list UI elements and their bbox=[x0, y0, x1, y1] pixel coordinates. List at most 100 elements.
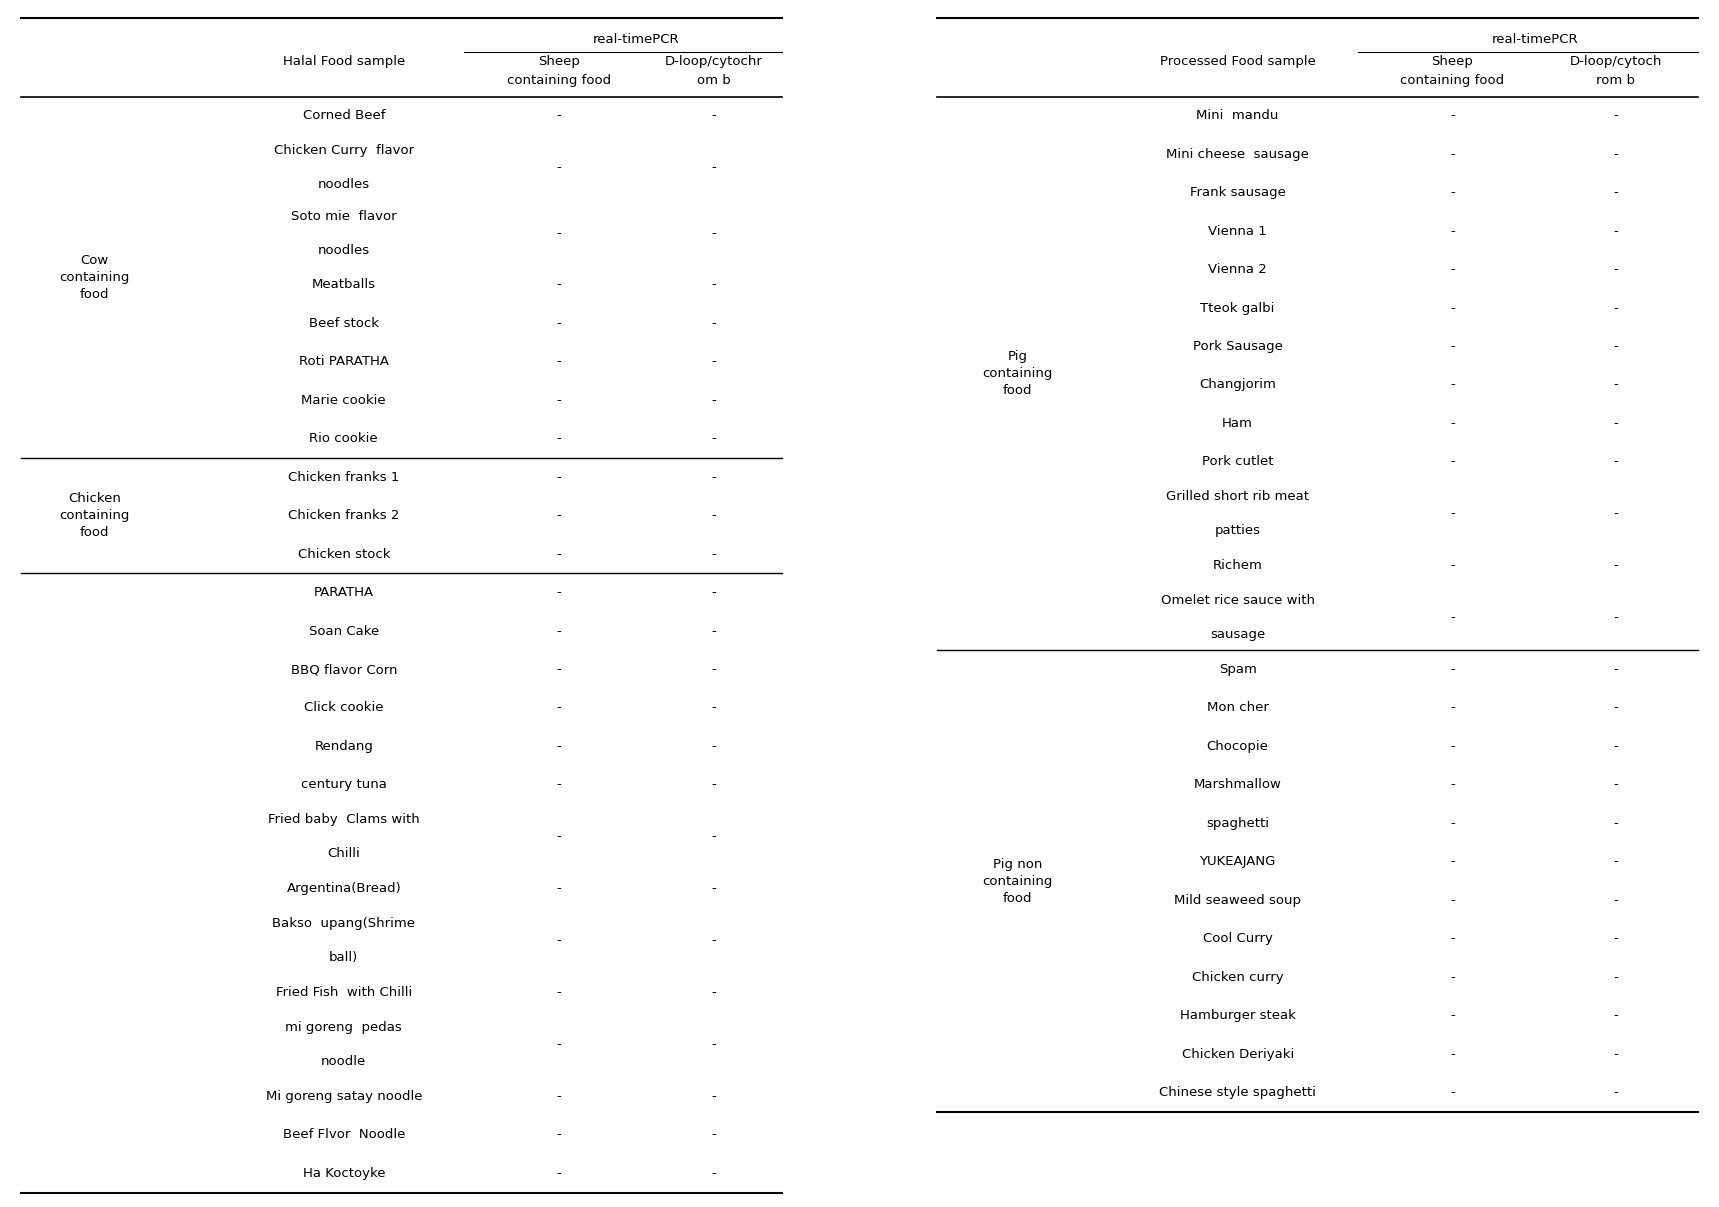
Text: -: - bbox=[557, 548, 560, 561]
Text: -: - bbox=[1451, 779, 1454, 792]
Text: Hamburger steak: Hamburger steak bbox=[1179, 1009, 1296, 1022]
Text: -: - bbox=[712, 1129, 715, 1142]
Text: -: - bbox=[712, 587, 715, 599]
Text: -: - bbox=[557, 934, 560, 947]
Text: ball): ball) bbox=[328, 951, 359, 964]
Text: Pig
containing
food: Pig containing food bbox=[983, 350, 1052, 397]
Text: -: - bbox=[1614, 970, 1618, 984]
Text: Ham: Ham bbox=[1222, 416, 1253, 430]
Text: -: - bbox=[557, 471, 560, 484]
Text: -: - bbox=[712, 471, 715, 484]
Text: Chicken Deriyaki: Chicken Deriyaki bbox=[1181, 1048, 1294, 1061]
Text: -: - bbox=[1614, 147, 1618, 161]
Text: -: - bbox=[1451, 559, 1454, 572]
Text: -: - bbox=[557, 162, 560, 174]
Text: -: - bbox=[712, 1167, 715, 1179]
Text: -: - bbox=[557, 317, 560, 330]
Text: -: - bbox=[712, 663, 715, 676]
Text: -: - bbox=[1614, 779, 1618, 792]
Text: mi goreng  pedas: mi goreng pedas bbox=[285, 1021, 402, 1034]
Text: -: - bbox=[712, 548, 715, 561]
Text: -: - bbox=[1614, 701, 1618, 715]
Text: Sheep: Sheep bbox=[1432, 56, 1473, 68]
Text: -: - bbox=[1614, 1009, 1618, 1022]
Text: -: - bbox=[1614, 1048, 1618, 1061]
Text: -: - bbox=[557, 110, 560, 122]
Text: Soto mie  flavor: Soto mie flavor bbox=[291, 210, 397, 222]
Text: -: - bbox=[1451, 263, 1454, 276]
Text: Rio cookie: Rio cookie bbox=[309, 432, 378, 445]
Text: -: - bbox=[557, 393, 560, 407]
Text: -: - bbox=[1614, 611, 1618, 624]
Text: -: - bbox=[712, 986, 715, 999]
Text: -: - bbox=[1451, 186, 1454, 199]
Text: Vienna 2: Vienna 2 bbox=[1208, 263, 1267, 276]
Text: -: - bbox=[557, 355, 560, 368]
Text: -: - bbox=[1614, 932, 1618, 945]
Text: -: - bbox=[1451, 663, 1454, 676]
Text: -: - bbox=[1451, 340, 1454, 352]
Text: Pig non
containing
food: Pig non containing food bbox=[983, 857, 1052, 904]
Text: Tteok galbi: Tteok galbi bbox=[1200, 302, 1275, 315]
Text: -: - bbox=[712, 830, 715, 844]
Text: -: - bbox=[1451, 416, 1454, 430]
Text: -: - bbox=[1614, 379, 1618, 391]
Text: -: - bbox=[1614, 559, 1618, 572]
Text: BBQ flavor Corn: BBQ flavor Corn bbox=[291, 663, 397, 676]
Text: PARATHA: PARATHA bbox=[315, 587, 373, 599]
Text: Mi goreng satay noodle: Mi goreng satay noodle bbox=[265, 1090, 423, 1103]
Text: -: - bbox=[1614, 817, 1618, 830]
Text: -: - bbox=[1451, 110, 1454, 122]
Text: -: - bbox=[1614, 225, 1618, 238]
Text: Vienna 1: Vienna 1 bbox=[1208, 225, 1267, 238]
Text: -: - bbox=[712, 882, 715, 896]
Text: -: - bbox=[712, 279, 715, 291]
Text: -: - bbox=[1614, 1086, 1618, 1100]
Text: Chinese style spaghetti: Chinese style spaghetti bbox=[1159, 1086, 1317, 1100]
Text: -: - bbox=[1614, 302, 1618, 315]
Text: -: - bbox=[1614, 856, 1618, 868]
Text: -: - bbox=[1614, 263, 1618, 276]
Text: Processed Food sample: Processed Food sample bbox=[1160, 56, 1315, 68]
Text: -: - bbox=[1614, 416, 1618, 430]
Text: -: - bbox=[712, 110, 715, 122]
Text: -: - bbox=[1451, 1009, 1454, 1022]
Text: -: - bbox=[557, 1129, 560, 1142]
Text: -: - bbox=[1614, 507, 1618, 520]
Text: -: - bbox=[1451, 970, 1454, 984]
Text: Fried baby  Clams with: Fried baby Clams with bbox=[268, 814, 419, 827]
Text: -: - bbox=[1614, 340, 1618, 352]
Text: Omelet rice sauce with: Omelet rice sauce with bbox=[1160, 594, 1315, 607]
Text: Chicken curry: Chicken curry bbox=[1191, 970, 1284, 984]
Text: -: - bbox=[557, 1038, 560, 1051]
Text: -: - bbox=[1451, 740, 1454, 753]
Text: om b: om b bbox=[696, 75, 731, 87]
Text: Bakso  upang(Shrime: Bakso upang(Shrime bbox=[272, 917, 416, 931]
Text: Argentina(Bread): Argentina(Bread) bbox=[287, 882, 401, 896]
Text: -: - bbox=[1451, 701, 1454, 715]
Text: -: - bbox=[1614, 186, 1618, 199]
Text: Mini cheese  sausage: Mini cheese sausage bbox=[1165, 147, 1310, 161]
Text: YUKEAJANG: YUKEAJANG bbox=[1200, 856, 1275, 868]
Text: -: - bbox=[1451, 1086, 1454, 1100]
Text: Soan Cake: Soan Cake bbox=[309, 624, 378, 637]
Text: -: - bbox=[1614, 893, 1618, 906]
Text: Fried Fish  with Chilli: Fried Fish with Chilli bbox=[275, 986, 413, 999]
Text: spaghetti: spaghetti bbox=[1207, 817, 1269, 830]
Text: Pork Sausage: Pork Sausage bbox=[1193, 340, 1282, 352]
Text: Chicken franks 1: Chicken franks 1 bbox=[289, 471, 399, 484]
Text: -: - bbox=[712, 740, 715, 753]
Text: rom b: rom b bbox=[1597, 75, 1635, 87]
Text: Mon cher: Mon cher bbox=[1207, 701, 1269, 715]
Text: -: - bbox=[557, 701, 560, 715]
Text: -: - bbox=[712, 934, 715, 947]
Text: Marshmallow: Marshmallow bbox=[1193, 779, 1282, 792]
Text: -: - bbox=[712, 227, 715, 239]
Text: -: - bbox=[712, 509, 715, 523]
Text: -: - bbox=[1614, 740, 1618, 753]
Text: -: - bbox=[557, 1167, 560, 1179]
Text: -: - bbox=[557, 986, 560, 999]
Text: -: - bbox=[557, 624, 560, 637]
Text: Chocopie: Chocopie bbox=[1207, 740, 1269, 753]
Text: -: - bbox=[1451, 893, 1454, 906]
